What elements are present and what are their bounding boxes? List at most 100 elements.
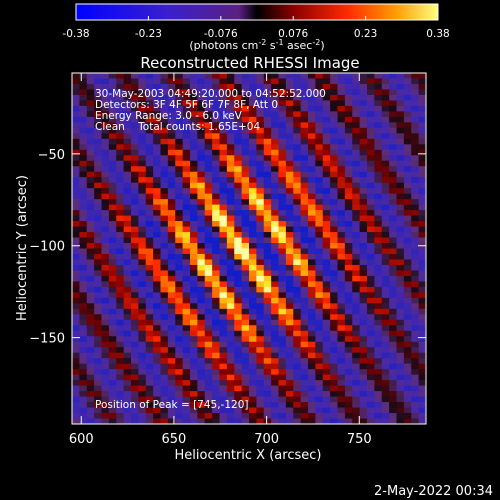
heatmap-cell bbox=[322, 149, 331, 156]
heatmap-cell bbox=[300, 385, 309, 392]
heatmap-cell bbox=[308, 243, 316, 250]
heatmap-cell bbox=[271, 297, 280, 304]
heatmap-cell bbox=[190, 358, 198, 365]
heatmap-cell bbox=[403, 325, 412, 332]
heatmap-cell bbox=[396, 100, 405, 107]
heatmap-cell bbox=[256, 352, 265, 359]
heatmap-cell bbox=[285, 122, 294, 129]
heatmap-cell bbox=[94, 385, 103, 392]
heatmap-cell bbox=[344, 308, 353, 315]
heatmap-cell bbox=[396, 303, 405, 310]
heatmap-cell bbox=[175, 199, 184, 206]
heatmap-cell bbox=[219, 341, 228, 348]
heatmap-cell bbox=[131, 402, 139, 409]
heatmap-cell bbox=[256, 336, 265, 343]
heatmap-cell bbox=[138, 122, 147, 129]
heatmap-cell bbox=[411, 275, 420, 282]
heatmap-cell bbox=[182, 314, 191, 321]
heatmap-cell bbox=[234, 149, 243, 156]
heatmap-cell bbox=[101, 281, 110, 288]
heatmap-cell bbox=[359, 407, 368, 414]
heatmap-cell bbox=[249, 407, 257, 414]
heatmap-cell bbox=[131, 133, 139, 140]
heatmap-cell bbox=[389, 352, 398, 359]
heatmap-cell bbox=[389, 100, 398, 107]
heatmap-cell bbox=[256, 193, 265, 200]
heatmap-cell bbox=[72, 363, 80, 370]
heatmap-cell bbox=[322, 177, 331, 184]
heatmap-cell bbox=[359, 160, 368, 167]
heatmap-cell bbox=[160, 133, 169, 140]
heatmap-cell bbox=[322, 127, 331, 134]
heatmap-cell bbox=[241, 248, 250, 255]
heatmap-cell bbox=[116, 177, 125, 184]
heatmap-cell bbox=[389, 407, 398, 414]
heatmap-cell bbox=[101, 144, 110, 151]
heatmap-cell bbox=[389, 226, 398, 233]
heatmap-cell bbox=[108, 303, 117, 310]
heatmap-cell bbox=[234, 407, 243, 414]
heatmap-cell bbox=[344, 138, 353, 145]
heatmap-cell bbox=[190, 418, 198, 424]
heatmap-cell bbox=[212, 374, 221, 381]
heatmap-cell bbox=[367, 363, 375, 370]
heatmap-cell bbox=[308, 171, 316, 178]
heatmap-cell bbox=[182, 116, 191, 123]
heatmap-cell bbox=[116, 171, 125, 178]
heatmap-cell bbox=[403, 100, 412, 107]
heatmap-cell bbox=[79, 78, 88, 85]
heatmap-cell bbox=[389, 221, 398, 228]
heatmap-cell bbox=[367, 166, 375, 173]
heatmap-cell bbox=[167, 352, 176, 359]
heatmap-cell bbox=[72, 391, 80, 398]
heatmap-cell bbox=[226, 199, 235, 206]
heatmap-cell bbox=[389, 182, 398, 189]
heatmap-cell bbox=[212, 73, 221, 80]
heatmap-cell bbox=[138, 243, 147, 250]
heatmap-cell bbox=[322, 155, 331, 162]
heatmap-cell bbox=[263, 149, 272, 156]
heatmap-cell bbox=[271, 374, 280, 381]
heatmap-cell bbox=[300, 204, 309, 211]
heatmap-cell bbox=[190, 325, 198, 332]
heatmap-cell bbox=[322, 336, 331, 343]
heatmap-cell bbox=[389, 149, 398, 156]
heatmap-cell bbox=[190, 264, 198, 272]
heatmap-cell bbox=[344, 303, 353, 310]
heatmap-cell bbox=[131, 308, 139, 315]
heatmap-cell bbox=[123, 325, 132, 332]
heatmap-cell bbox=[145, 73, 154, 80]
heatmap-cell bbox=[285, 369, 294, 376]
heatmap-cell bbox=[123, 83, 132, 91]
heatmap-cell bbox=[381, 243, 390, 250]
heatmap-cell bbox=[116, 105, 125, 112]
heatmap-cell bbox=[418, 144, 426, 151]
heatmap-cell bbox=[271, 352, 280, 359]
heatmap-cell bbox=[145, 204, 154, 211]
heatmap-cell bbox=[160, 100, 169, 107]
heatmap-cell bbox=[241, 325, 250, 332]
heatmap-cell bbox=[278, 363, 287, 370]
heatmap-cell bbox=[359, 199, 368, 206]
heatmap-cell bbox=[79, 122, 88, 129]
heatmap-cell bbox=[330, 281, 339, 288]
heatmap-cell bbox=[131, 374, 139, 381]
heatmap-cell bbox=[315, 308, 324, 315]
heatmap-cell bbox=[219, 133, 228, 140]
heatmap-cell bbox=[108, 232, 117, 239]
heatmap-cell bbox=[263, 122, 272, 129]
heatmap-cell bbox=[374, 347, 383, 354]
heatmap-cell bbox=[367, 270, 375, 277]
heatmap-cell bbox=[182, 144, 191, 151]
heatmap-cell bbox=[226, 193, 235, 200]
heatmap-cell bbox=[219, 292, 228, 299]
heatmap-cell bbox=[330, 188, 339, 195]
heatmap-cell bbox=[418, 237, 426, 244]
heatmap-cell bbox=[263, 380, 272, 387]
heatmap-cell bbox=[263, 188, 272, 195]
heatmap-cell bbox=[359, 369, 368, 376]
heatmap-cell bbox=[234, 248, 243, 255]
heatmap-cell bbox=[403, 380, 412, 387]
heatmap-cell bbox=[271, 83, 280, 91]
heatmap-cell bbox=[308, 78, 316, 85]
